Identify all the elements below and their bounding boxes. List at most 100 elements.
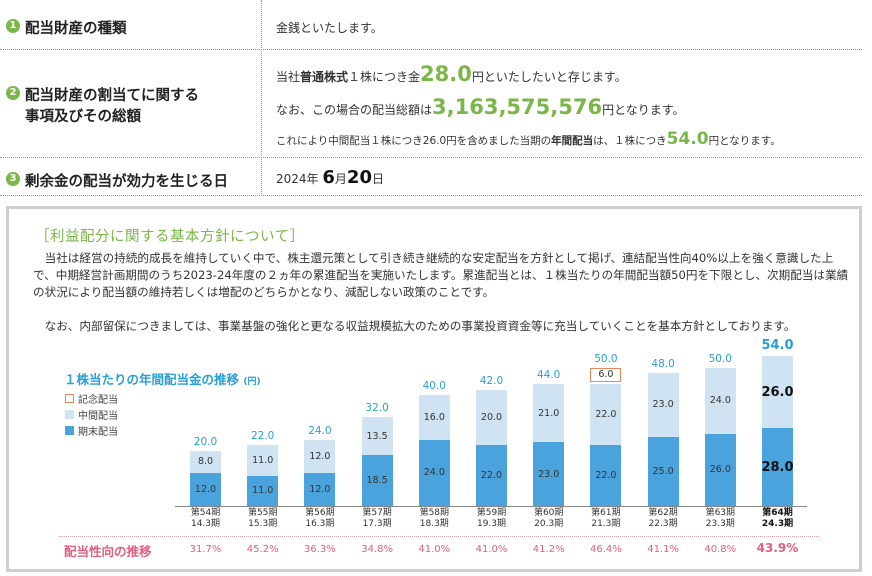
period-label: 第58期 [419, 508, 450, 518]
label-line2: 事項及びその総額 [25, 109, 141, 125]
row-label: 2 配当財産の割当てに関する 事項及びその総額 [6, 84, 199, 126]
total-label: 54.0 [761, 338, 794, 354]
interim-segment: 13.5 [361, 417, 393, 455]
payout-ratio-value: 41.1% [647, 544, 679, 555]
fiscal-label: 20.3期 [534, 519, 564, 529]
x-tick-label: 第59期 19.3期 [465, 508, 519, 530]
x-tick-label: 第55期 15.3期 [236, 508, 290, 530]
year-end-segment: 12.0 [190, 472, 221, 506]
interim-segment: 20.0 [476, 389, 507, 446]
period-label: 第59期 [476, 508, 507, 518]
dividend-bar: 22.0 22.0 6.0 [590, 367, 622, 506]
x-tick-label: 第63期 23.3期 [693, 508, 747, 530]
total-label: 20.0 [193, 435, 218, 448]
payout-ratio-value: 45.2% [246, 544, 279, 555]
x-tick-label: 第54期 14.3期 [179, 508, 233, 530]
interim-segment: 22.0 [590, 384, 622, 446]
text: １株につき金 [348, 70, 421, 84]
interim-segment: 11.0 [247, 445, 279, 476]
dividend-bar: 11.0 11.0 [247, 445, 279, 506]
value-line2: なお、この場合の配当総額は3,163,575,576円となります。 [276, 95, 685, 119]
period-label: 第54期 [190, 508, 221, 518]
x-tick-label: 第57期 17.3期 [350, 508, 404, 530]
dividend-bar: 25.0 23.0 [647, 373, 679, 506]
number-badge: 2 [6, 86, 20, 100]
policy-paragraph-1: 当社は経営の持続的成長を維持していく中で、株主還元策として引き続き継続的な安定配… [33, 251, 849, 299]
payout-ratio-value: 40.8% [704, 544, 737, 555]
policy-box: ［利益配分に関する基本方針について］ 当社は経営の持続的成長を維持していく中で、… [6, 206, 862, 572]
total-label: 32.0 [365, 402, 389, 415]
interim-segment: 16.0 [418, 395, 450, 440]
legend-interim: 中間配当 [65, 407, 118, 422]
text: 日 [371, 172, 384, 186]
row-label: 3 剰余金の配当が効力を生じる日 [6, 170, 228, 191]
year-end-segment: 22.0 [476, 445, 507, 506]
total-label: 48.0 [651, 358, 675, 371]
dividend-bar: 22.0 20.0 [476, 389, 507, 506]
payout-ratio-value: 46.4% [590, 544, 622, 555]
total-label: 40.0 [422, 380, 446, 393]
year-end-segment: 18.5 [361, 454, 393, 506]
payout-ratio-label: 配当性向の推移 [64, 544, 152, 559]
payout-ratio-value: 34.8% [361, 544, 393, 555]
legend-swatch [65, 394, 74, 403]
value-line3: これにより中間配当１株につき26.0円を含めました当期の年間配当は、１株につき5… [276, 129, 781, 149]
bold-text: 年間配当 [551, 135, 594, 147]
text: 当社 [276, 70, 301, 84]
text: 円となります。 [602, 103, 685, 117]
row-effective-date: 3 剰余金の配当が効力を生じる日 2024年 6月20日 [0, 158, 862, 196]
period-label: 第60期 [533, 508, 564, 518]
dividend-bar: 24.0 16.0 [418, 395, 450, 506]
label-text: 配当財産の割当てに関する 事項及びその総額 [25, 84, 199, 126]
period-label: 第57期 [362, 508, 392, 518]
amount-per-share: 28.0 [420, 62, 472, 86]
legend-label: 記念配当 [78, 395, 118, 406]
label-text: 配当財産の種類 [25, 21, 127, 37]
year-end-segment: 12.0 [304, 472, 336, 506]
period-label: 第61期 [591, 508, 621, 518]
fiscal-label: 22.3期 [648, 519, 678, 529]
fiscal-label: 14.3期 [190, 519, 221, 529]
chart-title-text: １株当たりの年間配当金の推移 [64, 372, 240, 387]
commemorative-segment: 6.0 [590, 367, 622, 383]
month: 6 [322, 167, 335, 188]
interim-segment: 12.0 [304, 439, 336, 473]
year-end-segment: 24.0 [418, 439, 450, 506]
dividend-bar: 23.0 21.0 [533, 384, 565, 506]
period-label: 第64期 [762, 508, 793, 518]
legend-swatch [65, 426, 74, 435]
payout-ratio-value: 41.0% [475, 544, 508, 555]
effective-date: 2024年 6月20日 [276, 167, 384, 188]
text: 円といたしたいと存じます。 [471, 70, 627, 84]
fiscal-label: 19.3期 [476, 519, 507, 529]
legend-year-end: 期末配当 [65, 423, 118, 438]
text: これにより中間配当１株につき26.0円を含めました当期の [276, 135, 552, 147]
period-label: 第62期 [648, 508, 678, 518]
column-divider [261, 0, 262, 196]
total-label: 50.0 [708, 352, 732, 365]
year-end-segment: 25.0 [647, 436, 679, 506]
chart-title: １株当たりの年間配当金の推移 (円) [64, 369, 261, 388]
fiscal-label: 24.3期 [761, 519, 794, 529]
interim-segment: 8.0 [190, 450, 221, 473]
fiscal-label: 18.3期 [419, 519, 449, 529]
total-label: 42.0 [479, 374, 504, 387]
fiscal-label: 23.3期 [705, 519, 735, 529]
row-label: 1 配当財産の種類 [6, 17, 127, 38]
dividend-bar: 12.0 12.0 [304, 439, 336, 506]
x-tick-label: 第58期 18.3期 [407, 508, 461, 530]
total-label: 24.0 [308, 424, 332, 437]
policy-title: ［利益配分に関する基本方針について］ [35, 229, 305, 245]
year-end-segment: 11.0 [247, 475, 279, 506]
fiscal-label: 16.3期 [305, 519, 335, 529]
chart-unit: (円) [243, 377, 261, 387]
x-tick-label: 第62期 22.3期 [636, 508, 690, 530]
payout-ratio-value: 41.0% [418, 544, 451, 555]
row-dividend-allocation: 2 配当財産の割当てに関する 事項及びその総額 当社普通株式１株につき金28.0… [0, 50, 862, 158]
payout-ratio-value: 41.2% [532, 544, 565, 555]
legend-label: 中間配当 [78, 411, 118, 422]
legend-label: 期末配当 [78, 427, 118, 438]
period-label: 第63期 [705, 508, 736, 518]
legend-swatch [65, 410, 74, 419]
dividend-bar: 12.0 8.0 [190, 450, 221, 506]
